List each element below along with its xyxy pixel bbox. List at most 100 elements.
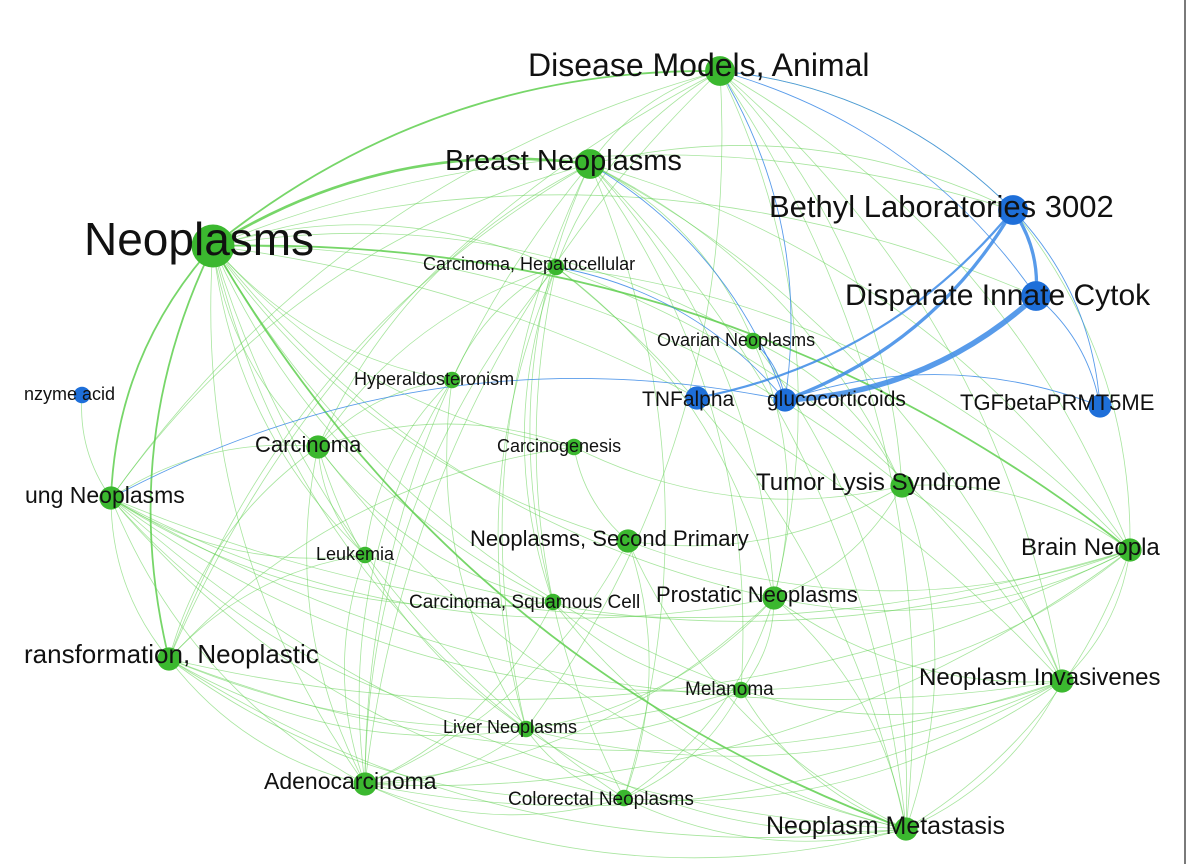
node-lung[interactable]	[99, 486, 123, 510]
node-label-prostatic: Prostatic Neoplasms	[656, 582, 858, 607]
edge-brain-carcinoma_hepato	[555, 266, 1131, 551]
edge-lung-liver	[110, 497, 527, 730]
node-label-invasiveness: Neoplasm Invasivenes	[919, 664, 1160, 691]
node-breast_neoplasms[interactable]	[575, 149, 605, 179]
edge-neoplasms-lung	[110, 245, 214, 499]
node-tnfalpha[interactable]	[685, 386, 709, 410]
edge-neoplasms-bethyl	[212, 154, 1014, 247]
edge-brain-lung	[110, 497, 1131, 618]
edge-transformation-metastasis	[168, 658, 907, 838]
edge-neoplasms-liver	[212, 245, 527, 730]
node-label-tnfalpha: TNFalpha	[642, 388, 735, 411]
edge-neoplasms-carcinogenesis	[212, 245, 575, 448]
edge-transformation-liver	[168, 658, 527, 736]
label-layer: Neoplasms Disease Models, Animal Breast Ne…	[24, 47, 1160, 840]
edge-glucocorticoids-carcinoma_hepato	[555, 266, 786, 401]
node-disparate[interactable]	[1021, 281, 1051, 311]
node-label-transformation: ransformation, Neoplastic	[24, 639, 319, 669]
node-label-metastasis: Neoplasm Metastasis	[766, 812, 1005, 840]
edge-glucocorticoids-disparate	[784, 293, 1038, 403]
node-disease_models[interactable]	[705, 56, 735, 86]
edge-tumor_lysis-second_primary	[627, 485, 903, 547]
node-hyperaldo[interactable]	[443, 371, 461, 389]
node-leukemia[interactable]	[356, 546, 374, 564]
edge-neoplasms-breast_neoplasms	[212, 157, 591, 248]
edge-neoplasms-hyperaldo	[212, 245, 453, 381]
node-melanoma[interactable]	[732, 681, 750, 699]
edge-neoplasms-tumor_lysis	[212, 245, 903, 487]
edge-brain-bethyl	[1012, 209, 1131, 551]
edge-lung-adenocarcinoma	[110, 497, 366, 785]
node-prostatic[interactable]	[762, 586, 786, 610]
edge-transformation-carcinoma	[168, 446, 319, 660]
edge-brain-tumor_lysis	[901, 484, 1131, 551]
node-label-second_primary: Neoplasms, Second Primary	[470, 526, 749, 551]
edge-metastasis-invasiveness	[905, 680, 1063, 830]
edge-disease_models-prostatic	[719, 70, 799, 599]
edge-lung-transformation	[110, 497, 170, 660]
edge-invasiveness-prostatic	[773, 597, 1063, 683]
node-tumor_lysis[interactable]	[890, 474, 914, 498]
edge-transformation-carcinogenesis	[168, 446, 575, 660]
edge-breast_neoplasms-brain	[589, 163, 1131, 551]
edge-carcinoma-carcinoma_hepato	[317, 266, 557, 448]
node-adenocarcinoma[interactable]	[353, 772, 377, 796]
node-carcinoma[interactable]	[306, 435, 330, 459]
edge-neoplasms-melanoma	[212, 245, 742, 691]
edge-metastasis-brain	[905, 549, 1131, 830]
node-squamous[interactable]	[544, 593, 562, 611]
edge-breast_neoplasms-disease_models	[589, 70, 721, 165]
node-invasiveness[interactable]	[1050, 669, 1074, 693]
edge-disease_models-liver	[525, 70, 723, 730]
node-label-melanoma: Melanoma	[685, 679, 774, 700]
edge-lung-metastasis	[110, 497, 907, 830]
edge-neoplasms-second_primary	[212, 245, 629, 542]
node-tgfbeta[interactable]	[1088, 394, 1112, 418]
edge-metastasis-squamous	[552, 601, 907, 830]
node-label-tumor_lysis: Tumor Lysis Syndrome	[756, 469, 1001, 496]
edge-lung-invasiveness	[110, 497, 1063, 700]
edge-neoplasms-carcinoma	[212, 245, 319, 448]
node-brain[interactable]	[1118, 538, 1142, 562]
edge-neoplasms-ovarian	[212, 232, 754, 342]
edge-carcinoma-squamous	[317, 446, 554, 603]
edge-carcinoma-leukemia	[317, 446, 366, 556]
edge-adenocarcinoma-carcinoma_hepato	[364, 266, 557, 785]
node-ovarian[interactable]	[744, 332, 762, 350]
node-label-neoplasms: Neoplasms	[84, 213, 314, 265]
edge-glucocorticoids-lung	[110, 377, 786, 499]
node-carcinogenesis[interactable]	[565, 438, 583, 456]
edge-leukemia-adenocarcinoma	[343, 554, 366, 785]
edge-layer	[81, 70, 1131, 859]
node-label-hyperaldo: Hyperaldosteronism	[354, 369, 514, 389]
node-enzyme_acid[interactable]	[73, 386, 91, 404]
node-label-brain: Brain Neopla	[1021, 534, 1160, 561]
edge-neoplasms-adenocarcinoma	[210, 245, 366, 785]
edge-transformation-leukemia	[168, 554, 366, 660]
node-transformation[interactable]	[157, 647, 181, 671]
node-layer	[73, 56, 1142, 841]
node-label-carcinogenesis: Carcinogenesis	[497, 436, 621, 456]
edge-brain-leukemia	[364, 549, 1131, 622]
node-glucocorticoids[interactable]	[773, 388, 797, 412]
edge-disease_models-disparate	[719, 70, 1037, 297]
edge-lung-carcinoma	[110, 444, 319, 499]
node-label-breast_neoplasms: Breast Neoplasms	[445, 145, 682, 177]
edge-bethyl-tgfbeta	[1012, 209, 1101, 407]
node-carcinoma_hepato[interactable]	[547, 258, 565, 276]
edge-disease_models-metastasis	[719, 70, 914, 830]
edge-prostatic-liver	[525, 597, 775, 730]
node-second_primary[interactable]	[616, 529, 640, 553]
edge-tumor_lysis-ovarian	[752, 340, 903, 487]
edge-invasiveness-brain	[1061, 549, 1131, 682]
node-label-ovarian: Ovarian Neoplasms	[657, 330, 815, 350]
node-bethyl[interactable]	[998, 195, 1028, 225]
edge-liver-melanoma	[525, 689, 742, 735]
edge-carcinogenesis-second_primary	[573, 446, 629, 542]
node-liver[interactable]	[517, 720, 535, 738]
edge-carcinoma-hyperaldo	[317, 379, 453, 448]
node-metastasis[interactable]	[894, 817, 918, 841]
node-neoplasms[interactable]	[191, 224, 235, 268]
node-colorectal[interactable]	[615, 789, 633, 807]
edge-disease_models-glucocorticoids	[719, 70, 792, 401]
